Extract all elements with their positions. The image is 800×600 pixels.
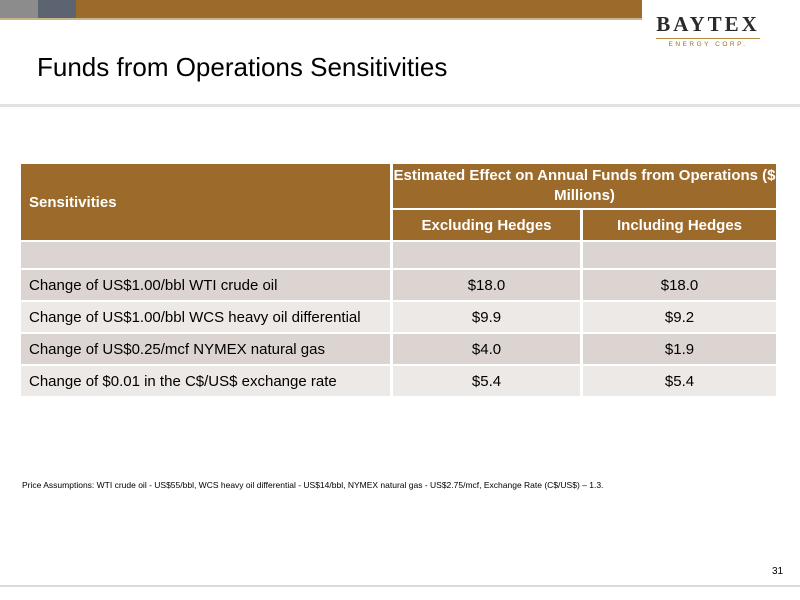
including-value: $1.9 [583, 334, 777, 364]
table-cell [21, 242, 390, 268]
including-value: $18.0 [583, 270, 777, 300]
header-sensitivities: Sensitivities [21, 164, 390, 240]
sensitivities-table: Sensitivities Estimated Effect on Annual… [18, 162, 779, 398]
excluding-value: $18.0 [393, 270, 580, 300]
header-bar-rule [0, 18, 642, 20]
excluding-value: $5.4 [393, 366, 580, 396]
title-divider [0, 104, 800, 107]
row-label: Change of US$1.00/bbl WCS heavy oil diff… [21, 302, 390, 332]
table-cell [393, 242, 580, 268]
excluding-value: $4.0 [393, 334, 580, 364]
header-bar-slate [38, 0, 76, 18]
header-including-hedges: Including Hedges [583, 210, 777, 240]
logo-subtitle: ENERGY CORP. [668, 41, 748, 48]
including-value: $9.2 [583, 302, 777, 332]
page-number: 31 [772, 566, 784, 577]
footer-divider [0, 585, 800, 587]
header-estimated-effect: Estimated Effect on Annual Funds from Op… [393, 164, 777, 208]
including-value: $5.4 [583, 366, 777, 396]
page-title: Funds from Operations Sensitivities [37, 52, 448, 82]
excluding-value: $9.9 [393, 302, 580, 332]
baytex-logo: BAYTEX ENERGY CORP. [648, 12, 768, 52]
logo-rule [656, 38, 760, 39]
logo-wordmark: BAYTEX [656, 12, 760, 36]
table-row-blank [21, 242, 777, 268]
table-row: Change of $0.01 in the C$/US$ exchange r… [21, 366, 777, 396]
row-label: Change of US$1.00/bbl WTI crude oil [21, 270, 390, 300]
table-row: Change of US$0.25/mcf NYMEX natural gas … [21, 334, 777, 364]
header-bar-brown [76, 0, 642, 18]
row-label: Change of US$0.25/mcf NYMEX natural gas [21, 334, 390, 364]
row-label: Change of $0.01 in the C$/US$ exchange r… [21, 366, 390, 396]
table-row: Change of US$1.00/bbl WCS heavy oil diff… [21, 302, 777, 332]
table-row: Change of US$1.00/bbl WTI crude oil $18.… [21, 270, 777, 300]
price-assumptions-note: Price Assumptions: WTI crude oil - US$55… [22, 480, 604, 490]
header-excluding-hedges: Excluding Hedges [393, 210, 580, 240]
table-cell [583, 242, 777, 268]
header-bar-grey [0, 0, 38, 18]
